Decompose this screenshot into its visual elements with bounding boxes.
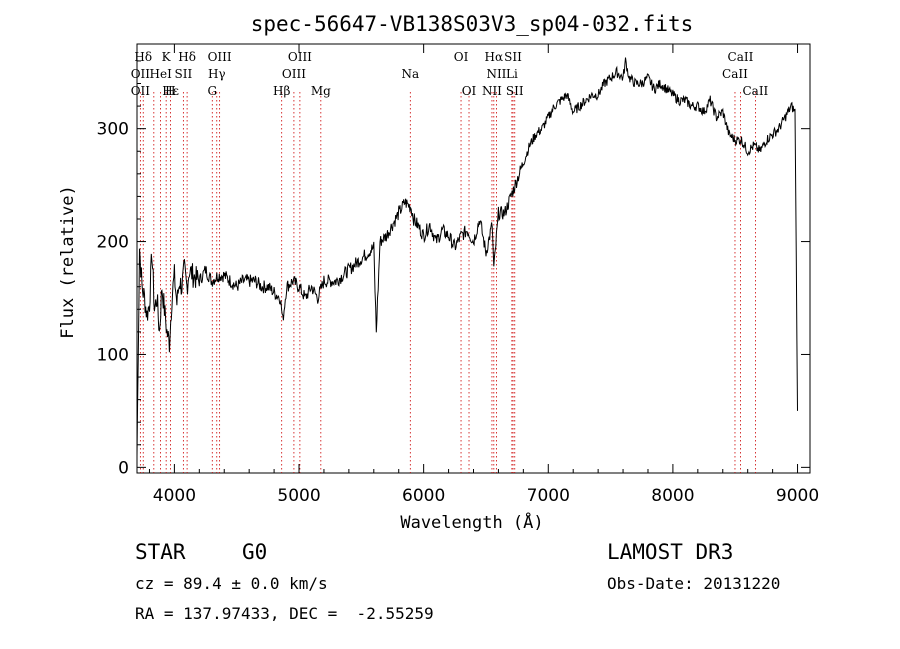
line-label-9: OII	[131, 67, 151, 81]
emission-line-markers	[139, 92, 756, 473]
line-label-12: Hγ	[208, 67, 226, 81]
line-label-0: Hδ	[134, 50, 152, 64]
line-label-20: H	[165, 84, 175, 98]
spectrum-series-line	[136, 57, 798, 457]
line-label-16: Li	[506, 67, 518, 81]
line-label-5: OI	[454, 50, 469, 64]
y-tick-label-1: 100	[97, 345, 129, 365]
line-label-8: CaII	[728, 50, 754, 64]
x-tick-label-4: 8000	[651, 486, 694, 506]
line-label-11: SII	[175, 67, 193, 81]
x-tick-label-2: 6000	[402, 486, 445, 506]
line-label-26: SII	[506, 84, 524, 98]
line-label-25: NII	[482, 84, 502, 98]
line-label-19: Hε	[162, 84, 179, 98]
line-label-24: OI	[462, 84, 477, 98]
coordinates-text: RA = 137.97433, DEC = -2.55259	[135, 604, 434, 623]
obs-date-text: Obs-Date: 20131220	[607, 574, 781, 593]
line-label-7: SII	[504, 50, 522, 64]
line-label-1: K	[162, 50, 172, 64]
line-label-3: OIII	[208, 50, 232, 64]
x-axis-label: Wavelength (Å)	[400, 511, 543, 533]
y-axis-label: Flux (relative)	[58, 185, 78, 339]
y-axis-ticks: 0 100 200 300	[97, 60, 810, 478]
x-axis-ticks: 4000 5000 6000 7000 8000 9000	[148, 44, 819, 506]
object-subclass: G0	[242, 540, 268, 564]
line-label-14: Na	[401, 67, 419, 81]
x-tick-label-0: 4000	[153, 486, 196, 506]
line-label-4: OIII	[288, 50, 312, 64]
line-label-27: CaII	[742, 84, 768, 98]
x-tick-label-1: 5000	[277, 486, 320, 506]
plot-frame	[136, 43, 811, 474]
x-tick-label-3: 7000	[527, 486, 570, 506]
line-label-2: Hδ	[178, 50, 196, 64]
line-label-15: NII	[486, 67, 506, 81]
x-tick-label-5: 9000	[776, 486, 819, 506]
line-label-17: CaII	[722, 67, 748, 81]
y-tick-label-3: 300	[97, 120, 129, 140]
object-class: STAR	[135, 540, 186, 564]
line-label-18: OII	[131, 84, 151, 98]
line-label-22: Hβ	[273, 84, 290, 98]
redshift-text: cz = 89.4 ± 0.0 km/s	[135, 574, 328, 593]
y-tick-label-2: 200	[97, 233, 129, 253]
chart-title: spec-56647-VB138S03V3_sp04-032.fits	[251, 12, 694, 36]
line-label-21: G	[207, 84, 217, 98]
y-tick-label-0: 0	[118, 458, 129, 478]
line-label-10: HeI	[150, 67, 173, 81]
line-label-6: Hα	[485, 50, 504, 64]
line-label-23: Mg	[311, 84, 331, 98]
survey-name: LAMOST DR3	[607, 540, 734, 564]
line-label-13: OIII	[282, 67, 306, 81]
